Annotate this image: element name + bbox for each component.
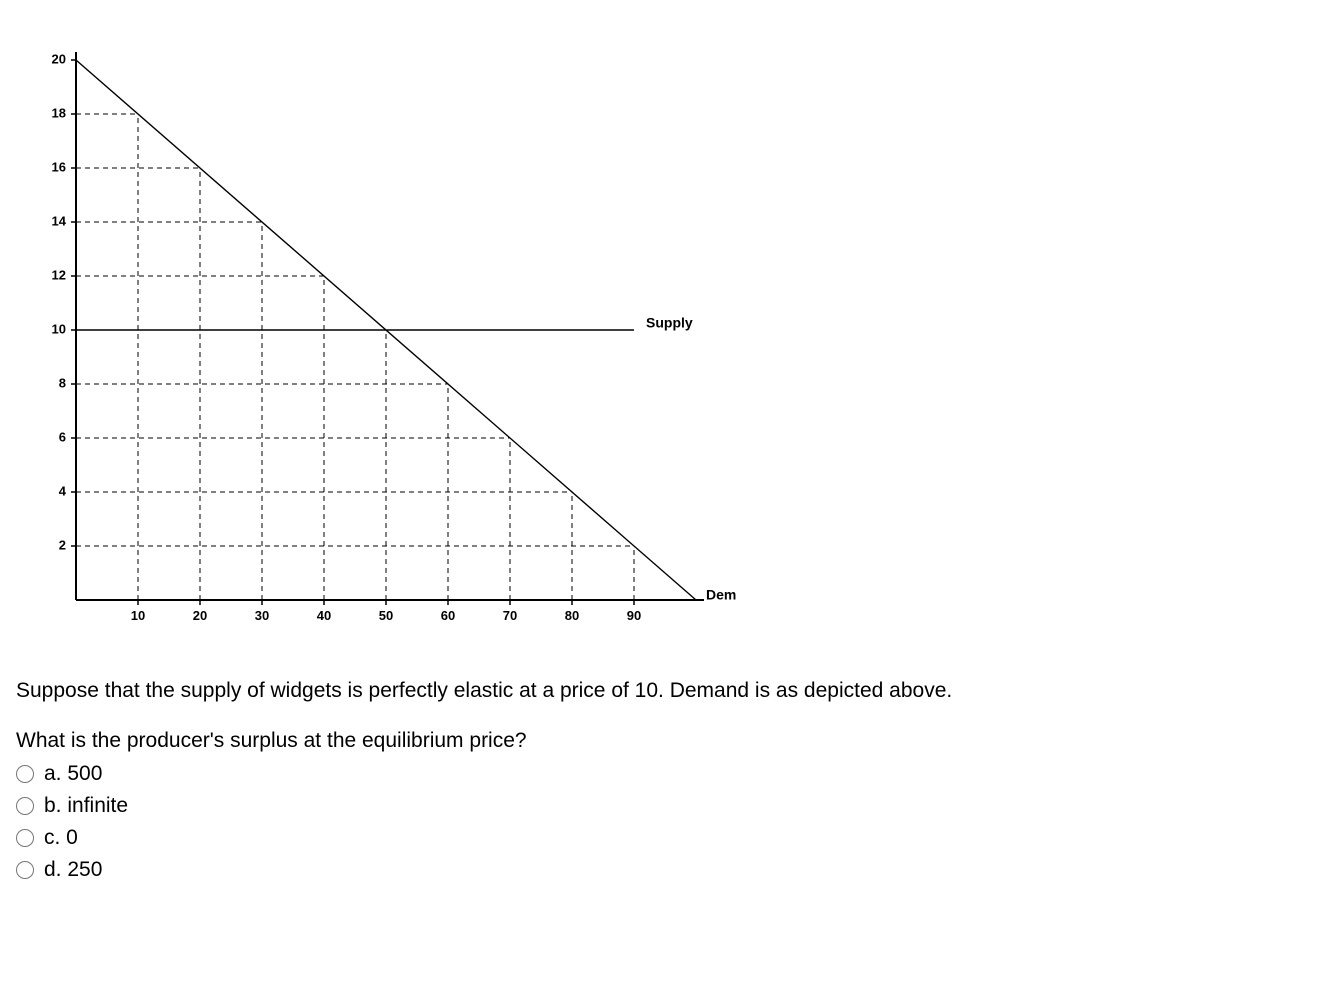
supply-demand-chart: 2 4 6 8 10 12 14 16 18 20 10 20 30 40 50 60 70 80 90 Supply…: [16, 20, 1314, 645]
option-b-label: b. infinite: [44, 794, 128, 818]
svg-text:90: 90: [627, 608, 641, 623]
svg-text:10: 10: [52, 321, 66, 336]
svg-text:70: 70: [503, 608, 517, 623]
svg-text:20: 20: [52, 51, 66, 66]
svg-text:40: 40: [317, 608, 331, 623]
svg-text:Supply: Supply: [646, 315, 693, 331]
svg-text:6: 6: [59, 429, 66, 444]
svg-text:30: 30: [255, 608, 269, 623]
option-c-radio[interactable]: [16, 829, 34, 847]
option-b[interactable]: b. infinite: [16, 794, 1314, 818]
svg-text:50: 50: [379, 608, 393, 623]
option-a-radio[interactable]: [16, 765, 34, 783]
page: 2 4 6 8 10 12 14 16 18 20 10 20 30 40 50 60 70 80 90 Supply…: [0, 0, 1330, 922]
option-d-radio[interactable]: [16, 861, 34, 879]
svg-text:10: 10: [131, 608, 145, 623]
option-d[interactable]: d. 250: [16, 858, 1314, 882]
svg-text:8: 8: [59, 375, 66, 390]
svg-text:20: 20: [193, 608, 207, 623]
option-a[interactable]: a. 500: [16, 762, 1314, 786]
option-b-radio[interactable]: [16, 797, 34, 815]
svg-text:80: 80: [565, 608, 579, 623]
option-c[interactable]: c. 0: [16, 826, 1314, 850]
option-d-label: d. 250: [44, 858, 102, 882]
svg-text:60: 60: [441, 608, 455, 623]
svg-text:12: 12: [52, 267, 66, 282]
answer-options: a. 500 b. infinite c. 0 d. 250: [16, 762, 1314, 882]
prompt-text: Suppose that the supply of widgets is pe…: [16, 675, 1314, 707]
svg-text:4: 4: [59, 483, 67, 498]
option-c-label: c. 0: [44, 826, 78, 850]
question-text: What is the producer's surplus at the eq…: [16, 725, 1314, 757]
svg-text:16: 16: [52, 159, 66, 174]
option-a-label: a. 500: [44, 762, 102, 786]
svg-text:14: 14: [52, 213, 67, 228]
svg-text:2: 2: [59, 537, 66, 552]
svg-text:18: 18: [52, 105, 66, 120]
svg-text:Demand: Demand: [706, 587, 736, 603]
